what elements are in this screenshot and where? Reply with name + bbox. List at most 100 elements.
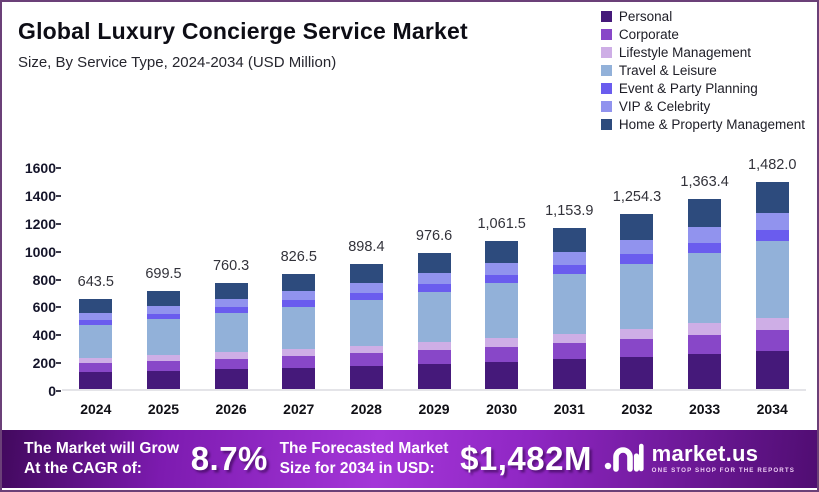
bar-total-label: 1,153.9 bbox=[545, 203, 594, 220]
bar-segment-travel-leisure bbox=[688, 253, 722, 324]
y-tick-label: 1400 bbox=[24, 187, 56, 204]
bar-segment-lifestyle-management bbox=[620, 328, 654, 340]
bar-segment-lifestyle-management bbox=[349, 345, 383, 354]
x-tick-label: 2028 bbox=[350, 401, 382, 417]
bar-segment-travel-leisure bbox=[485, 283, 519, 338]
forecast-label: The Forecasted Market Size for 2034 in U… bbox=[280, 439, 449, 479]
legend-item: Event & Party Planning bbox=[600, 81, 805, 96]
cagr-label: The Market will Grow At the CAGR of: bbox=[24, 439, 179, 479]
bar-segment-event-party-planning bbox=[755, 229, 789, 242]
y-tick-label: 0 bbox=[48, 383, 56, 399]
bar-segment-vip-celebrity bbox=[282, 291, 316, 301]
bar-segment-event-party-planning bbox=[688, 242, 722, 254]
bar-segment-home-property-management bbox=[417, 252, 451, 274]
bar-total-label: 1,254.3 bbox=[612, 189, 662, 206]
forecast-value: $1,482M bbox=[460, 440, 592, 477]
bar-total-label: 1,482.0 bbox=[748, 157, 797, 174]
legend-label: Home & Property Management bbox=[618, 117, 805, 132]
bar-segment-home-property-management bbox=[485, 241, 519, 264]
bar-segment-travel-leisure bbox=[755, 241, 789, 318]
bar-segment-event-party-planning bbox=[417, 284, 451, 292]
bar-stack bbox=[214, 283, 248, 389]
bar-segment-lifestyle-management bbox=[146, 355, 180, 362]
bar-group-2028: 898.4 bbox=[333, 168, 401, 389]
y-tick-mark bbox=[56, 222, 61, 225]
legend-label: Corporate bbox=[618, 27, 679, 42]
bar-segment-home-property-management bbox=[755, 182, 789, 214]
x-tick-label: 2032 bbox=[621, 401, 653, 417]
bar-segment-personal bbox=[485, 361, 519, 389]
x-tick-label: 2031 bbox=[553, 401, 585, 417]
bar-segment-corporate bbox=[349, 353, 383, 366]
y-tick-label: 1000 bbox=[24, 243, 56, 260]
bar-segment-travel-leisure bbox=[282, 306, 316, 350]
bar-segment-corporate bbox=[485, 346, 519, 362]
bar-segment-personal bbox=[688, 353, 722, 389]
bar-segment-vip-celebrity bbox=[485, 263, 519, 276]
bar-segment-home-property-management bbox=[282, 273, 316, 292]
y-tick-mark bbox=[56, 194, 61, 197]
y-tick-label: 1200 bbox=[24, 215, 56, 232]
bar-segment-personal bbox=[552, 359, 586, 389]
bar-stack bbox=[282, 273, 316, 389]
bar-total-label: 760.3 bbox=[212, 258, 250, 275]
brand-name: market.us bbox=[651, 441, 759, 467]
bar-segment-vip-celebrity bbox=[214, 298, 248, 308]
bar-segment-vip-celebrity bbox=[146, 306, 180, 314]
footer-banner: The Market will Grow At the CAGR of: 8.7… bbox=[2, 430, 817, 488]
y-tick-mark bbox=[56, 390, 61, 392]
bar-stack bbox=[146, 291, 180, 389]
y-tick-label: 800 bbox=[32, 271, 56, 288]
bar-segment-home-property-management bbox=[349, 263, 383, 283]
bar-segment-lifestyle-management bbox=[214, 352, 248, 359]
bar-group-2029: 976.6 bbox=[400, 168, 468, 389]
y-tick-mark bbox=[56, 250, 61, 253]
bar-group-2027: 826.5 bbox=[265, 168, 333, 389]
bar-total-label: 643.5 bbox=[77, 274, 114, 291]
brand-tagline: ONE STOP SHOP FOR THE REPORTS bbox=[651, 467, 795, 475]
forecast-label-line1: The Forecasted Market bbox=[279, 439, 449, 457]
bar-segment-vip-celebrity bbox=[552, 252, 586, 266]
bar-segment-event-party-planning bbox=[620, 254, 654, 265]
legend-label: Personal bbox=[618, 9, 673, 24]
bar-segment-personal bbox=[282, 367, 316, 389]
cagr-label-line1: The Market will Grow bbox=[24, 439, 180, 457]
bar-segment-vip-celebrity bbox=[620, 240, 654, 255]
bar-segment-event-party-planning bbox=[552, 265, 586, 275]
bar-stack bbox=[485, 241, 519, 389]
bar-segment-home-property-management bbox=[552, 228, 586, 253]
bar-segment-vip-celebrity bbox=[688, 227, 722, 243]
bar-segment-travel-leisure bbox=[214, 313, 248, 353]
x-axis: 2024 2025 2026 2027 2028 2029 2030 2031 2032 2033… bbox=[62, 401, 806, 417]
bar-group-2033: 1,363.4 bbox=[671, 168, 739, 389]
bar-segment-vip-celebrity bbox=[349, 282, 383, 293]
bar-segment-lifestyle-management bbox=[755, 317, 789, 331]
bar-segment-event-party-planning bbox=[349, 292, 383, 300]
y-tick-label: 1600 bbox=[24, 160, 56, 176]
x-tick-label: 2027 bbox=[283, 401, 315, 417]
bar-segment-personal bbox=[146, 371, 180, 389]
bar-segment-event-party-planning bbox=[282, 300, 316, 307]
legend-swatch-icon bbox=[600, 119, 612, 130]
bar-segment-travel-leisure bbox=[417, 291, 451, 343]
bar-segment-personal bbox=[79, 372, 113, 389]
x-tick-label: 2029 bbox=[418, 401, 450, 417]
bar-segment-home-property-management bbox=[688, 198, 722, 228]
bar-group-2030: 1,061.5 bbox=[468, 168, 536, 389]
page-subtitle: Size, By Service Type, 2024-2034 (USD Mi… bbox=[18, 54, 337, 71]
y-tick-label: 200 bbox=[32, 355, 56, 372]
bar-segment-vip-celebrity bbox=[417, 273, 451, 285]
bar-segment-event-party-planning bbox=[485, 275, 519, 284]
x-tick-label: 2024 bbox=[80, 401, 112, 417]
legend-swatch-icon bbox=[600, 29, 612, 40]
legend-label: Travel & Leisure bbox=[618, 63, 717, 78]
bar-segment-lifestyle-management bbox=[417, 342, 451, 351]
bar-group-2024: 643.5 bbox=[62, 168, 130, 389]
bar-stack bbox=[620, 214, 654, 389]
legend-swatch-icon bbox=[600, 47, 612, 58]
bar-total-label: 976.6 bbox=[415, 227, 453, 244]
bar-stack bbox=[552, 228, 586, 389]
bar-stack bbox=[755, 182, 789, 389]
bar-segment-home-property-management bbox=[146, 291, 180, 307]
bar-segment-personal bbox=[214, 369, 248, 389]
